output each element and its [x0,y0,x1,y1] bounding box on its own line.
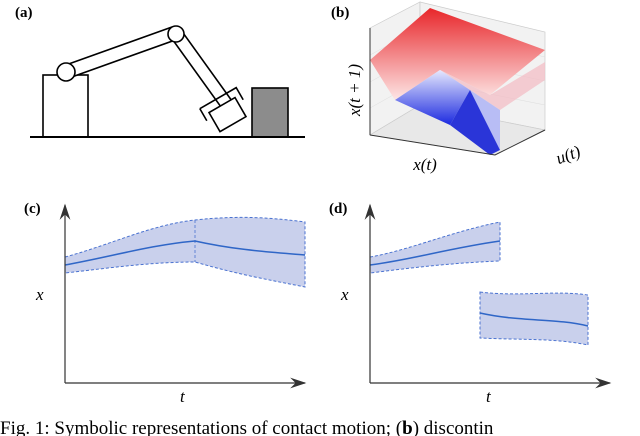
x-axis-label: t [180,387,186,406]
caption-text: Fig. 1: Symbolic representations of cont… [0,418,402,436]
x-axis-label: t [486,387,492,406]
caption-rest: ) discontin [413,418,494,436]
z-axis-label: x(t + 1) [345,64,364,117]
y-axis-label: x [35,285,44,304]
panel-c [59,203,307,389]
caption: Fig. 1: Symbolic representations of cont… [0,418,494,436]
panel-a [30,25,305,138]
panel-d [364,203,612,389]
panel-b [368,1,547,156]
u-axis-label: u(t) [553,142,583,168]
x-axis-label: x(t) [412,155,437,174]
panel-label: (d) [329,201,347,217]
y-axis-label: x [340,285,349,304]
panel-label: (c) [24,201,41,217]
panel-label: (b) [331,5,349,21]
panel-label: (a) [15,5,33,21]
caption-bold: b [402,418,413,436]
